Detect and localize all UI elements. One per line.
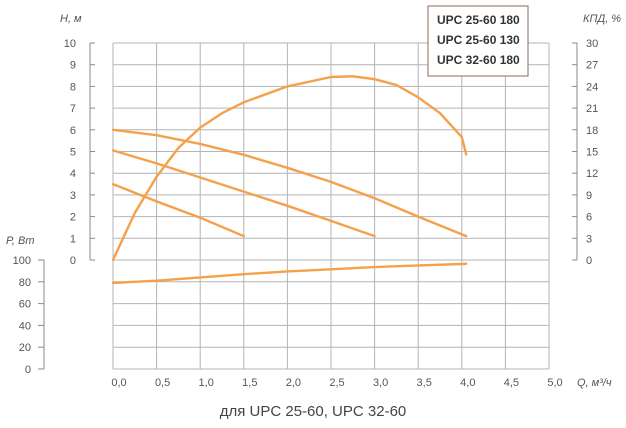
chart-caption: для UPC 25-60, UPC 32-60 [219, 403, 407, 420]
power-tick-label: 40 [19, 320, 31, 332]
efficiency-axis-label: КПД, % [583, 13, 621, 25]
efficiency-tick-label: 18 [586, 125, 598, 137]
head-tick-label: 3 [70, 190, 76, 202]
efficiency-tick-label: 27 [586, 60, 598, 72]
power-tick-label: 20 [19, 342, 31, 354]
head-tick-label: 1 [70, 233, 76, 245]
x-tick-label: 0,0 [111, 377, 126, 389]
efficiency-tick-label: 21 [586, 103, 598, 115]
grid [112, 42, 550, 370]
efficiency-tick-label: 12 [586, 168, 598, 180]
x-tick-label: 2,0 [286, 377, 301, 389]
head-curve [111, 182, 245, 238]
head-tick-label: 4 [70, 168, 76, 180]
head-tick-label: 5 [70, 147, 76, 159]
x-tick-label: 0,5 [155, 377, 170, 389]
efficiency-tick-label: 0 [586, 255, 592, 267]
efficiency-tick-label: 3 [586, 233, 592, 245]
legend-entry: UPC 25-60 180 [437, 13, 520, 27]
power-curve [111, 262, 468, 285]
legend-box [427, 5, 529, 77]
head-tick-label: 7 [70, 103, 76, 115]
x-tick-label: 4,0 [460, 377, 475, 389]
head-tick-label: 6 [70, 125, 76, 137]
x-tick-label: 1,5 [242, 377, 257, 389]
curves [111, 75, 468, 285]
x-tick-label: 2,5 [329, 377, 344, 389]
efficiency-curve [111, 75, 468, 262]
x-tick-label: 1,0 [199, 377, 214, 389]
head-axis-label: H, м [60, 13, 82, 25]
x-axis-label: Q, м³/ч [577, 377, 612, 389]
x-tick-label: 3,5 [417, 377, 432, 389]
head-tick-label: 9 [70, 60, 76, 72]
power-axis-label: P, Вт [6, 235, 35, 247]
efficiency-tick-label: 6 [586, 212, 592, 224]
efficiency-tick-label: 15 [586, 147, 598, 159]
efficiency-tick-label: 9 [586, 190, 592, 202]
x-tick-label: 3,0 [373, 377, 388, 389]
power-tick-label: 80 [19, 277, 31, 289]
x-tick-label: 5,0 [547, 377, 562, 389]
power-tick-label: 0 [25, 364, 31, 376]
x-tick-label: 4,5 [504, 377, 519, 389]
legend: UPC 25-60 180 UPC 25-60 130 UPC 32-60 180 [427, 5, 529, 77]
power-tick-label: 100 [13, 255, 31, 267]
head-tick-label: 2 [70, 212, 76, 224]
efficiency-tick-label: 30 [586, 38, 598, 50]
head-curve [111, 128, 468, 238]
head-tick-label: 0 [70, 255, 76, 267]
head-tick-label: 10 [64, 38, 76, 50]
legend-entry: UPC 32-60 180 [437, 53, 520, 67]
head-tick-label: 8 [70, 81, 76, 93]
efficiency-tick-label: 24 [586, 81, 598, 93]
head-curve [111, 149, 376, 238]
power-tick-label: 60 [19, 299, 31, 311]
legend-entry: UPC 25-60 130 [437, 33, 520, 47]
